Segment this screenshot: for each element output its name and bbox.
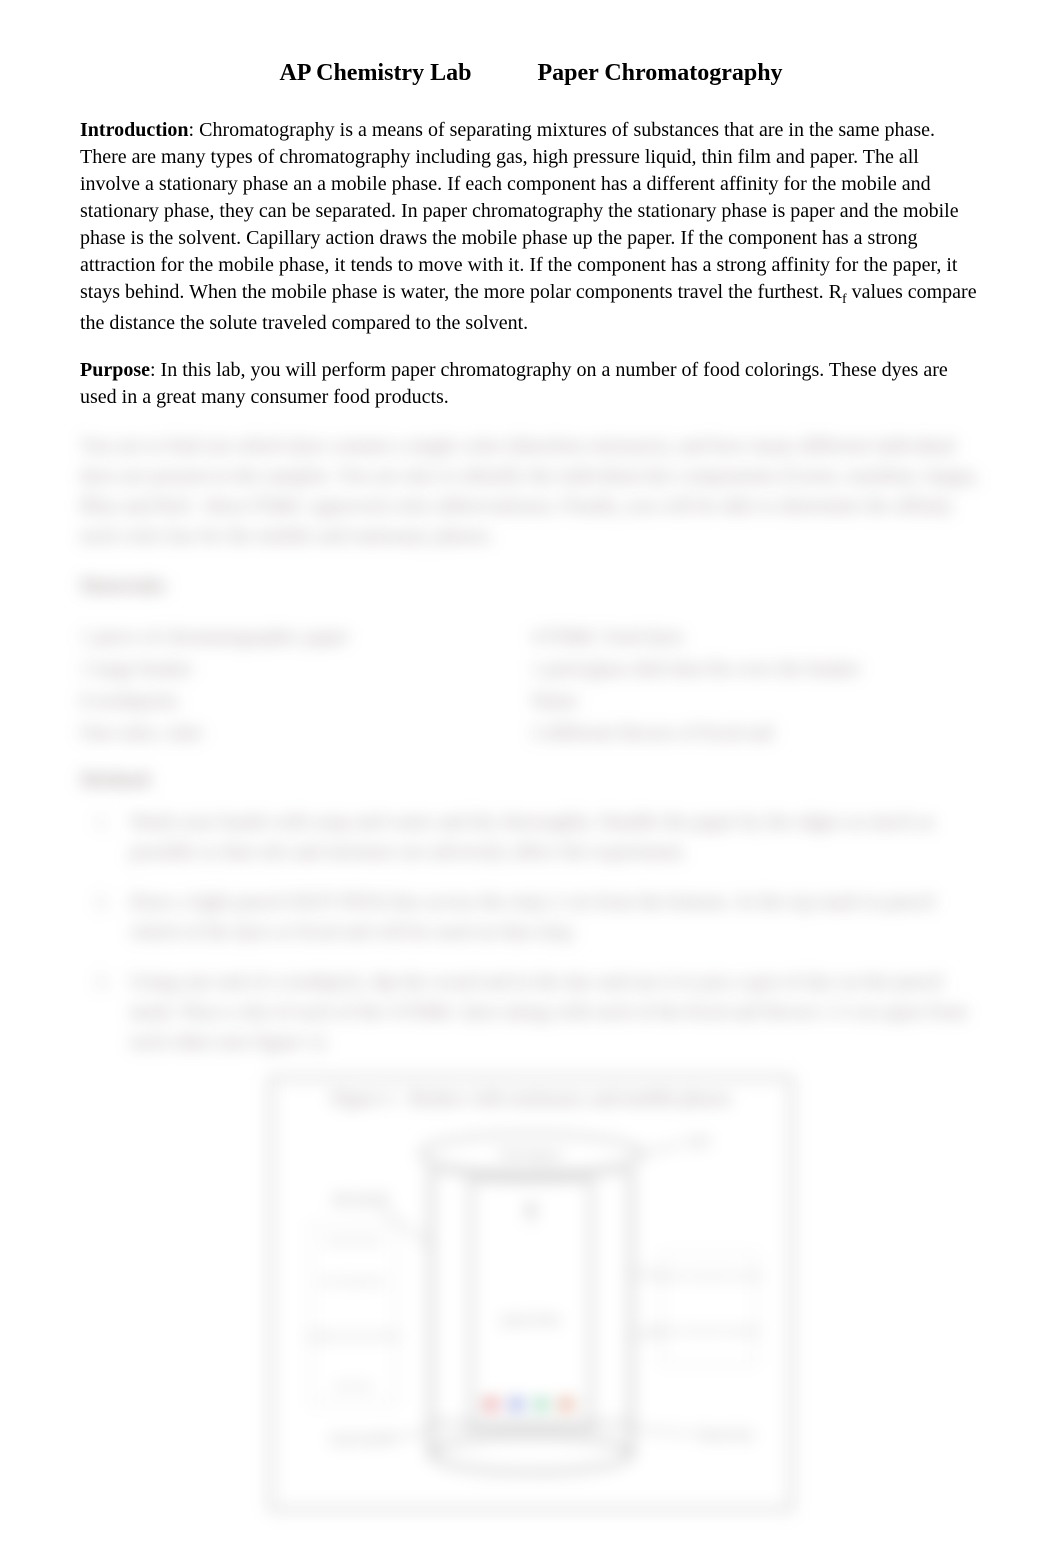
materials-left-4: One ruler, ruler [80, 717, 531, 749]
pencil-line-text: pencil line [502, 1313, 561, 1328]
blurred-body: You are to find out which dyes contain a… [80, 431, 982, 1510]
page-title: AP Chemistry Lab Paper Chromatography [80, 60, 982, 87]
side-right-1: distance moved by solvent [655, 1271, 761, 1282]
blurred-intro-continuation: You are to find out which dyes contain a… [80, 431, 982, 551]
materials-right-2: 1 petri/glass dish that fits over the be… [531, 653, 982, 685]
method-step-3: Using one end of a toothpick, dip the wo… [130, 967, 982, 1057]
solvent-text: SOLVENT [330, 1433, 393, 1448]
purpose-text: : In this lab, you will perform paper ch… [80, 359, 948, 408]
materials-left-3: 6 toothpicks [80, 685, 531, 717]
side-left-2: dye separation [321, 1275, 385, 1287]
method-step-2: Draw a light pencil (NOT PEN) line acros… [130, 887, 982, 947]
materials-right-1: 4 FD&C food dyes [531, 621, 982, 653]
purpose-label: Purpose [80, 359, 150, 381]
figure-title: Figure 1 - Beaker with stationary and mo… [301, 1088, 761, 1109]
title-right: Paper Chromatography [537, 60, 782, 87]
waterline-text: Water/line [696, 1428, 754, 1443]
lid-text: LID [686, 1135, 709, 1150]
method-step-1: Wash your hands with soap and water and … [130, 807, 982, 867]
watchglass-text: Watchglass [499, 1148, 562, 1163]
method-list: Wash your hands with soap and water and … [80, 807, 982, 1057]
materials-right-4: 2 different flavors of Kool-aid [531, 717, 982, 749]
materials-col-left: 1 piece of chromatographic paper 1 large… [80, 621, 531, 749]
title-left: AP Chemistry Lab [279, 60, 471, 87]
materials-heading: Materials: [80, 571, 982, 601]
materials-col-right: 4 FD&C food dyes 1 petri/glass dish that… [531, 621, 982, 749]
introduction-label: Introduction [80, 119, 189, 141]
chromatography-diagram: Watchglass LID [301, 1124, 761, 1484]
side-right-2: distance moved by substance [650, 1326, 761, 1337]
introduction-paragraph: Introduction: Chromatography is a means … [80, 117, 982, 337]
side-left-1: solvent front [325, 1235, 381, 1247]
figure-box: Figure 1 - Beaker with stationary and mo… [270, 1077, 792, 1510]
materials-right-3: Water [531, 685, 982, 717]
introduction-text: : Chromatography is a means of separatin… [80, 119, 959, 303]
materials-columns: 1 piece of chromatographic paper 1 large… [80, 621, 982, 749]
side-left-3: original spot position [306, 1330, 400, 1342]
figure-container: Figure 1 - Beaker with stationary and mo… [80, 1077, 982, 1510]
materials-left-1: 1 piece of chromatographic paper [80, 621, 531, 653]
method-heading: Method: [80, 769, 982, 792]
purpose-paragraph: Purpose: In this lab, you will perform p… [80, 357, 982, 411]
side-left-4: start line [334, 1380, 372, 1392]
materials-left-2: 1 large beaker [80, 653, 531, 685]
beaker-text: BEAKER [333, 1193, 390, 1208]
